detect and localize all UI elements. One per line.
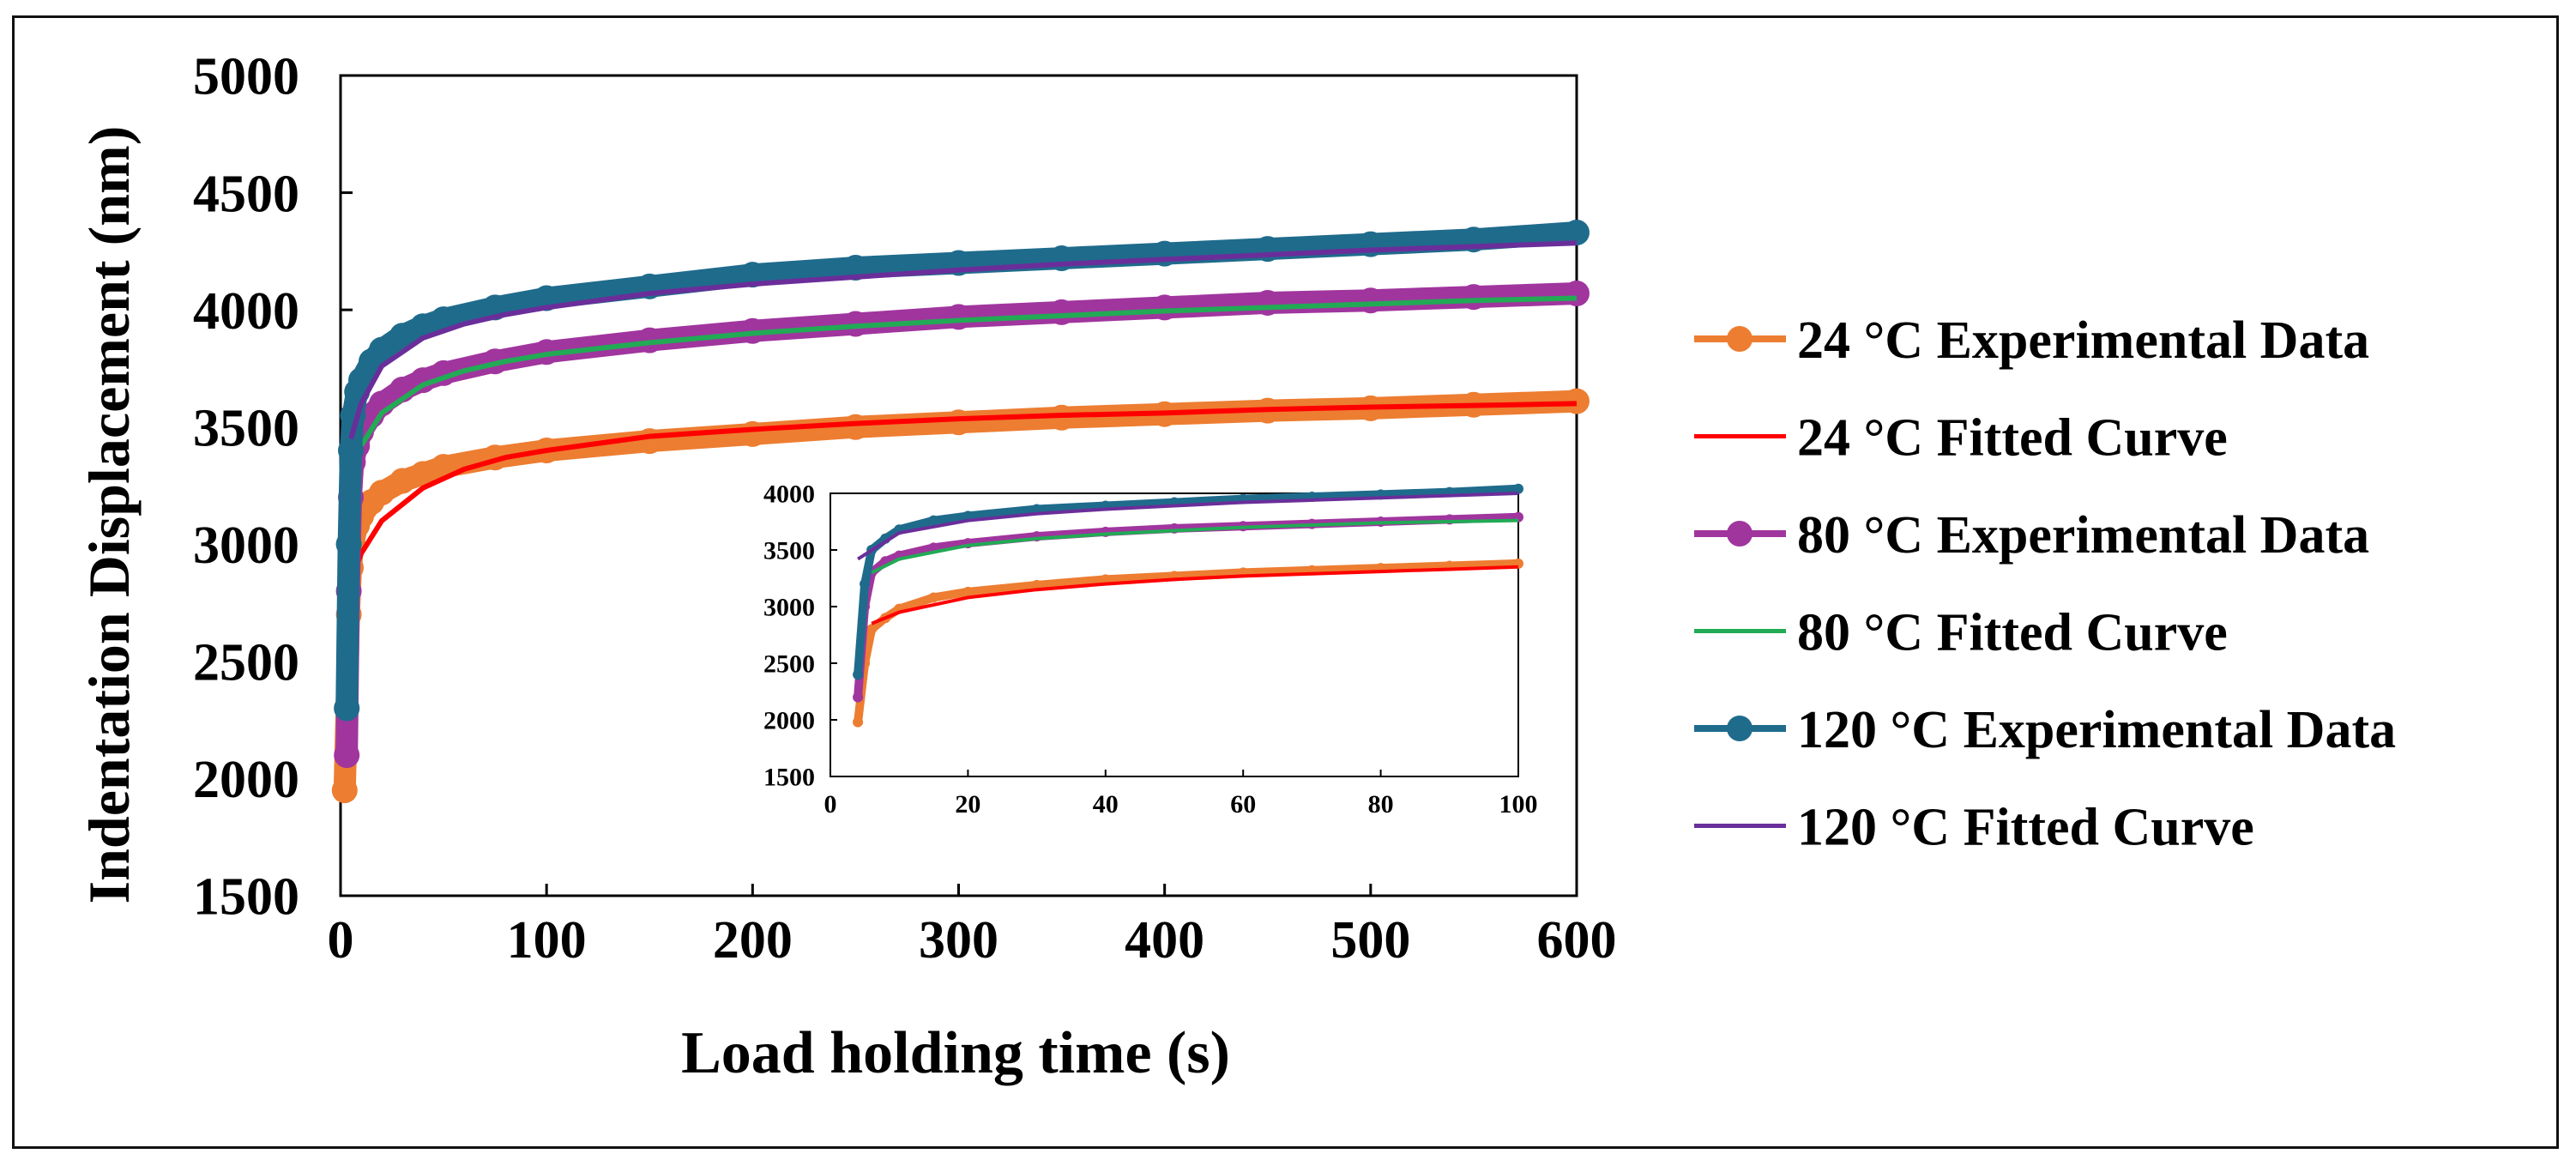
- inset-x-tick-label: 100: [1499, 790, 1538, 819]
- legend-entry-label: 24 °C Fitted Curve: [1797, 409, 2228, 468]
- inset-fitted-line: [871, 518, 1519, 575]
- main-x-tick-label: 0: [328, 911, 354, 970]
- main-data-point: [739, 420, 766, 447]
- inset-plot-area: [830, 492, 1519, 777]
- inset-data-point: [928, 515, 939, 526]
- main-fitted-line: [348, 401, 1578, 581]
- inset-x-tick-label: 40: [1093, 790, 1119, 819]
- inset-y-tick-label: 3000: [763, 594, 815, 622]
- inset-data-point: [1513, 483, 1523, 494]
- legend: 24 °C Experimental Data 24 °C Fitted Curv…: [1694, 311, 2396, 857]
- legend-entry-label: 120 °C Fitted Curve: [1797, 799, 2254, 857]
- main-data-point: [431, 306, 457, 333]
- main-data-point: [334, 742, 360, 769]
- main-data-point: [334, 695, 360, 722]
- main-x-tick-label: 300: [919, 911, 998, 970]
- legend-swatch-marker: [1727, 326, 1753, 352]
- inset-fitted-line: [857, 492, 1519, 561]
- inset-data-point: [853, 692, 864, 703]
- legend-entry-label: 120 °C Experimental Data: [1797, 701, 2396, 759]
- main-data-point: [1460, 284, 1487, 311]
- main-x-tick-label: 200: [713, 911, 793, 970]
- legend-entry-label: 80 °C Experimental Data: [1797, 506, 2369, 565]
- main-data-point: [1564, 388, 1590, 414]
- main-data-point: [389, 323, 416, 349]
- main-data-point: [1254, 236, 1281, 263]
- main-data-point: [636, 428, 663, 455]
- inset-x-tick-label: 0: [824, 790, 837, 819]
- inset-plot: 0 20 40 60 80 100 1500 2000 2500 3000 3500 4000: [763, 480, 1538, 819]
- main-data-point: [369, 480, 395, 506]
- main-y-tick-label: 4000: [193, 282, 299, 341]
- main-data-point: [331, 777, 358, 804]
- main-data-point: [369, 336, 395, 363]
- main-data-point: [1564, 281, 1590, 307]
- inset-data-point: [1031, 579, 1042, 590]
- main-x-tick-label: 600: [1537, 911, 1617, 970]
- inset-data-point: [928, 592, 939, 603]
- inset-x-tick-label: 20: [955, 790, 980, 819]
- main-fitted-line: [348, 295, 1578, 475]
- main-data-point: [1048, 245, 1075, 272]
- main-x-tick-label: 500: [1330, 911, 1410, 970]
- main-y-tick-label: 5000: [193, 48, 299, 106]
- main-data-point: [1151, 240, 1178, 267]
- inset-y-tick-label: 2000: [763, 707, 815, 735]
- legend-swatch-marker: [1727, 716, 1753, 741]
- main-data-point: [945, 304, 972, 330]
- main-data-point: [1564, 220, 1590, 246]
- inset-data-point: [853, 669, 864, 680]
- legend-entry-label: 80 °C Fitted Curve: [1797, 604, 2228, 662]
- legend-entry-label: 24 °C Experimental Data: [1797, 311, 2369, 370]
- inset-y-tick-label: 3500: [763, 537, 815, 565]
- main-data-point: [842, 414, 869, 440]
- main-x-tick-label: 100: [507, 911, 587, 970]
- legend-swatch-marker: [1727, 521, 1753, 547]
- main-y-tick-label: 2000: [193, 751, 299, 809]
- main-y-tick-label: 2500: [193, 634, 299, 692]
- inset-y-tick-label: 4000: [763, 480, 815, 509]
- main-data-point: [1151, 294, 1178, 321]
- inset-data-point: [1100, 574, 1111, 585]
- main-x-tick-label: 400: [1125, 911, 1204, 970]
- x-axis-label: Load holding time (s): [681, 1020, 1230, 1086]
- inset-data-point: [866, 624, 878, 635]
- main-data-point: [945, 409, 972, 436]
- inset-data-point: [860, 578, 871, 589]
- main-data-point: [1357, 231, 1384, 257]
- inset-fitted-line: [871, 565, 1519, 625]
- main-data-point: [389, 468, 416, 494]
- main-fitted-line: [348, 240, 1578, 440]
- inset-y-tick-label: 1500: [763, 764, 815, 792]
- main-data-point: [410, 313, 437, 340]
- y-axis-label: Indentation Displacement (nm): [76, 126, 142, 904]
- inset-y-tick-label: 2500: [763, 650, 815, 679]
- inset-data-point: [962, 586, 974, 597]
- main-data-point: [1048, 299, 1075, 325]
- main-data-point: [410, 461, 437, 487]
- inset-x-tick-label: 80: [1368, 790, 1394, 819]
- main-y-tick-label: 1500: [193, 868, 299, 927]
- inset-x-tick-label: 60: [1230, 790, 1256, 819]
- main-data-point: [1357, 287, 1384, 314]
- inset-data-point: [1031, 504, 1042, 515]
- main-data-point: [335, 531, 362, 558]
- main-y-tick-label: 3500: [193, 399, 299, 457]
- main-y-tick-label: 4500: [193, 165, 299, 223]
- main-y-tick-label: 3000: [193, 517, 299, 575]
- main-data-point: [1254, 289, 1281, 316]
- main-data-point: [338, 438, 365, 464]
- inset-data-point: [853, 716, 864, 728]
